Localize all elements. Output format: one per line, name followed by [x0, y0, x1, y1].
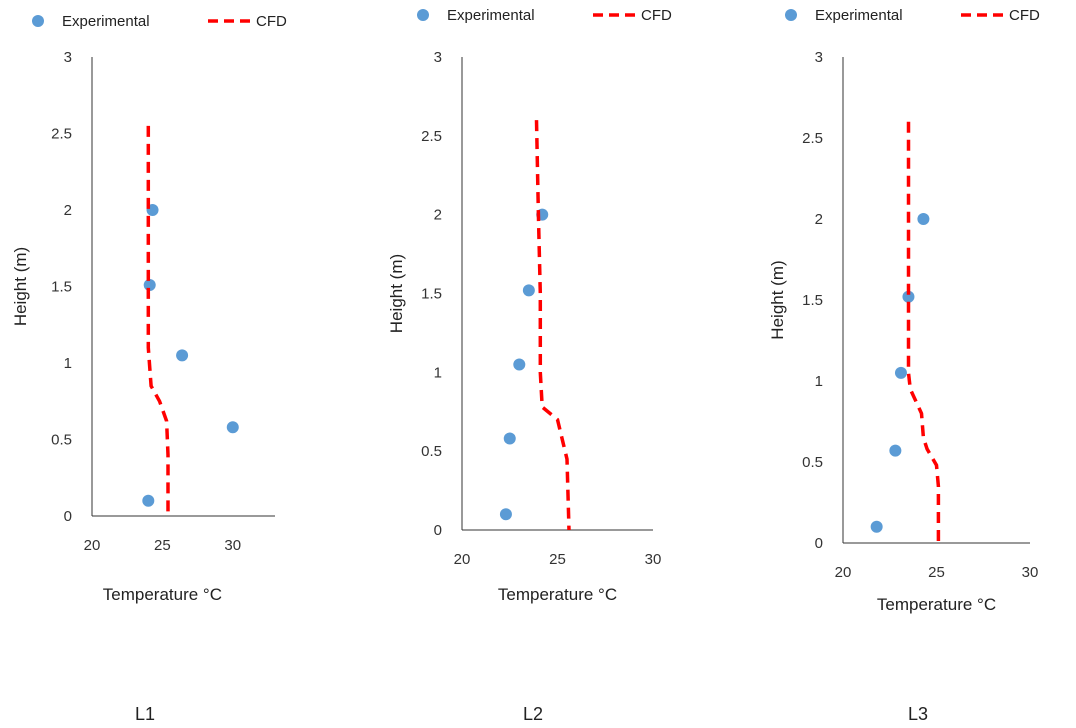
legend-marker-experimental [32, 15, 44, 27]
cfd-series-line [906, 121, 941, 543]
y-tick-label: 1.5 [802, 292, 823, 309]
legend-label-cfd: CFD [1009, 7, 1040, 24]
x-tick-label: 25 [928, 564, 945, 581]
y-tick-label: 1.5 [51, 279, 72, 296]
x-tick-label: 20 [84, 537, 101, 554]
y-tick-label: 2.5 [421, 128, 442, 145]
experimental-data-point [176, 349, 189, 362]
y-tick-label: 1 [64, 355, 72, 372]
y-tick-label: 2 [815, 211, 823, 228]
legend-label-experimental: Experimental [447, 7, 535, 24]
panel-label: L3 [908, 704, 928, 724]
cfd-series-line [146, 125, 170, 516]
x-tick-label: 30 [1022, 564, 1039, 581]
y-tick-label: 3 [434, 49, 442, 66]
legend-label-cfd: CFD [256, 13, 287, 30]
experimental-data-point [894, 366, 907, 379]
y-axis-title: Height (m) [11, 247, 30, 326]
experimental-data-point [226, 421, 239, 434]
y-tick-label: 2.5 [802, 130, 823, 147]
experimental-data-point [503, 432, 516, 445]
cfd-series-line [534, 120, 571, 531]
x-tick-label: 25 [154, 537, 171, 554]
experimental-data-point [513, 358, 526, 371]
experimental-data-point [902, 290, 915, 303]
chart-panel-2: 0 0.5 1 1.5 2 2.5 3 20 25 30 Temperature °C Height … [387, 7, 672, 724]
y-tick-label: 1.5 [421, 286, 442, 303]
y-axis-title: Height (m) [387, 254, 406, 333]
legend: Experimental CFD [32, 13, 287, 30]
y-axis-title: Height (m) [768, 260, 787, 339]
y-tick-label: 0 [815, 535, 823, 552]
x-tick-label: 30 [224, 537, 241, 554]
x-axis-title: Temperature °C [877, 595, 996, 614]
legend-marker-experimental [785, 9, 797, 21]
experimental-data-point [522, 284, 535, 297]
y-tick-label: 0.5 [51, 432, 72, 449]
experimental-data-point [889, 444, 902, 457]
y-tick-label: 0.5 [802, 454, 823, 471]
legend-label-cfd: CFD [641, 7, 672, 24]
legend-marker-experimental [417, 9, 429, 21]
legend: Experimental CFD [785, 7, 1040, 24]
x-tick-label: 20 [835, 564, 852, 581]
y-tick-label: 2.5 [51, 126, 72, 143]
y-tick-label: 0.5 [421, 443, 442, 460]
x-axis-title: Temperature °C [498, 585, 617, 604]
experimental-data-point [499, 508, 512, 521]
y-tick-label: 0 [434, 522, 442, 539]
y-tick-label: 2 [434, 207, 442, 224]
y-tick-label: 0 [64, 508, 72, 525]
chart-panel-3: 0 0.5 1 1.5 2 2.5 3 20 25 30 Temperature °C Height … [768, 7, 1040, 724]
panel-label: L2 [523, 704, 543, 724]
y-tick-label: 1 [434, 364, 442, 381]
panel-label: L1 [135, 704, 155, 724]
experimental-data-point [870, 520, 883, 533]
y-tick-label: 2 [64, 202, 72, 219]
x-tick-label: 25 [549, 551, 566, 568]
x-tick-label: 30 [645, 551, 662, 568]
experimental-data-point [142, 494, 155, 507]
x-tick-label: 20 [454, 551, 471, 568]
experimental-data-point [917, 213, 930, 225]
y-tick-label: 3 [64, 49, 72, 66]
x-axis-title: Temperature °C [103, 585, 222, 604]
legend-label-experimental: Experimental [62, 13, 150, 30]
legend: Experimental CFD [417, 7, 672, 24]
chart-panel-1: 0 0.5 1 1.5 2 2.5 3 20 25 30 Temperature °C Height … [11, 13, 287, 724]
y-tick-label: 3 [815, 49, 823, 66]
legend-label-experimental: Experimental [815, 7, 903, 24]
y-tick-label: 1 [815, 373, 823, 390]
